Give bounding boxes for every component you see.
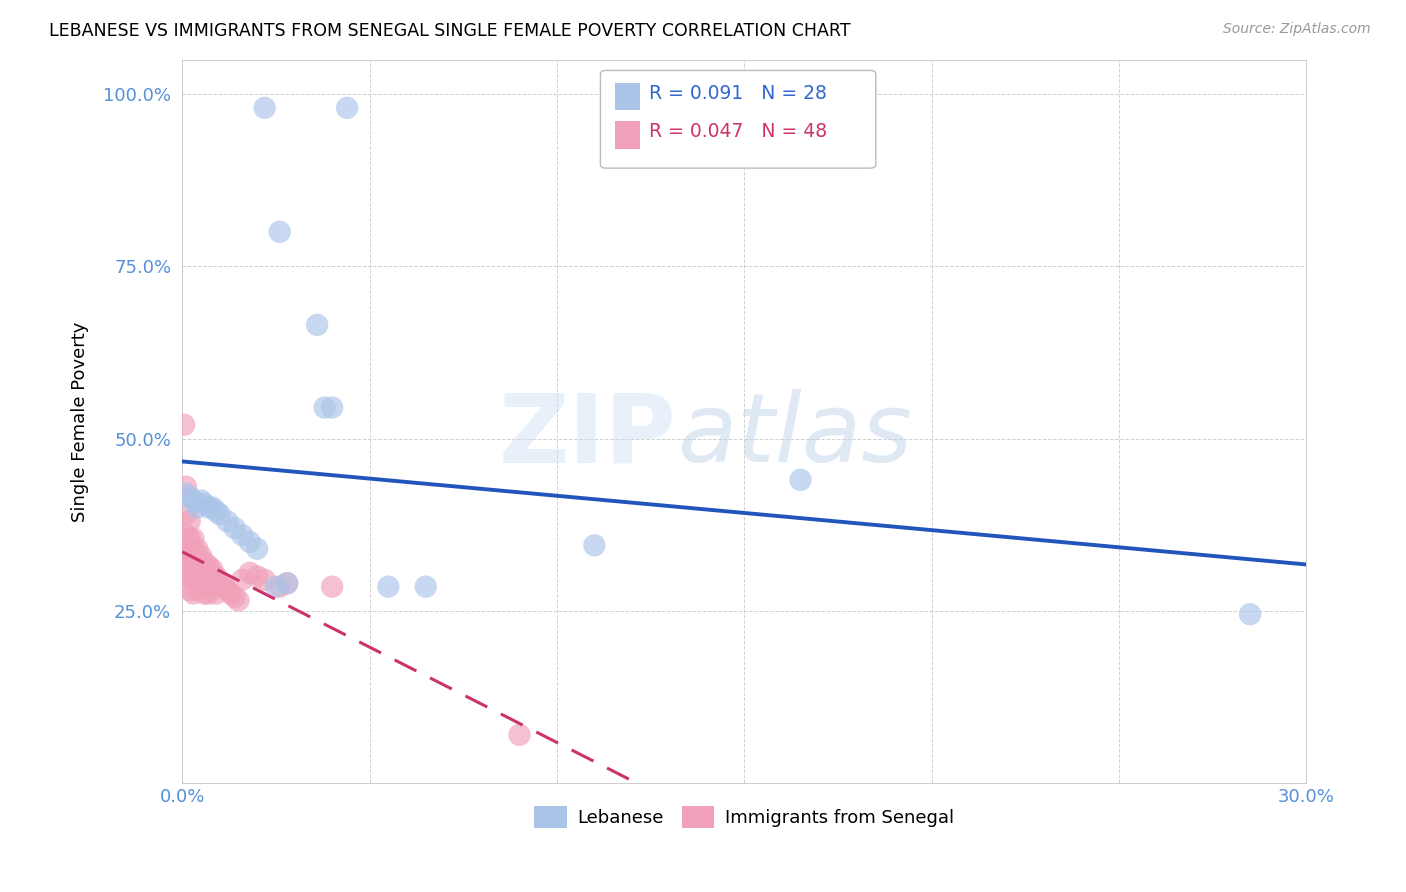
- Point: [179, 514, 201, 528]
- Point: [190, 562, 212, 576]
- Point: [183, 556, 205, 570]
- Point: [377, 580, 399, 594]
- Point: [205, 586, 228, 600]
- Point: [205, 569, 228, 583]
- Text: Source: ZipAtlas.com: Source: ZipAtlas.com: [1223, 22, 1371, 37]
- Point: [179, 541, 201, 556]
- Point: [224, 590, 246, 604]
- Point: [179, 583, 201, 598]
- Point: [194, 497, 217, 511]
- Y-axis label: Single Female Poverty: Single Female Poverty: [72, 321, 89, 522]
- Point: [179, 556, 201, 570]
- Point: [201, 500, 224, 515]
- Text: ZIP: ZIP: [499, 389, 676, 483]
- Point: [183, 586, 205, 600]
- Point: [174, 508, 197, 522]
- Point: [217, 514, 239, 528]
- FancyBboxPatch shape: [600, 70, 876, 168]
- Point: [321, 580, 343, 594]
- Text: R = 0.091   N = 28: R = 0.091 N = 28: [648, 84, 827, 103]
- Point: [179, 532, 201, 546]
- Text: atlas: atlas: [676, 389, 912, 483]
- Point: [508, 728, 530, 742]
- Point: [190, 493, 212, 508]
- Point: [194, 556, 217, 570]
- Point: [336, 101, 359, 115]
- Point: [174, 569, 197, 583]
- Point: [183, 569, 205, 583]
- Point: [186, 541, 208, 556]
- Point: [186, 583, 208, 598]
- Point: [183, 532, 205, 546]
- Point: [174, 486, 197, 500]
- Point: [194, 586, 217, 600]
- Point: [224, 521, 246, 535]
- Point: [197, 559, 219, 574]
- Point: [186, 500, 208, 515]
- Point: [239, 535, 262, 549]
- Point: [264, 580, 287, 594]
- Point: [174, 480, 197, 494]
- Point: [228, 593, 250, 607]
- Point: [183, 541, 205, 556]
- Point: [217, 583, 239, 598]
- Point: [197, 569, 219, 583]
- Point: [208, 508, 231, 522]
- Point: [190, 580, 212, 594]
- Point: [183, 493, 205, 508]
- Point: [253, 101, 276, 115]
- Point: [174, 549, 197, 563]
- Point: [179, 490, 201, 504]
- Point: [307, 318, 329, 332]
- Point: [239, 566, 262, 580]
- Bar: [614, 83, 640, 111]
- Point: [1239, 607, 1261, 622]
- Point: [269, 580, 291, 594]
- Point: [173, 417, 195, 432]
- Point: [205, 504, 228, 518]
- Point: [186, 556, 208, 570]
- Point: [321, 401, 343, 415]
- Point: [194, 569, 217, 583]
- Point: [197, 500, 219, 515]
- Point: [415, 580, 437, 594]
- Point: [208, 576, 231, 591]
- Point: [201, 580, 224, 594]
- Point: [276, 576, 298, 591]
- Point: [789, 473, 811, 487]
- Point: [314, 401, 336, 415]
- Point: [246, 541, 269, 556]
- Point: [201, 562, 224, 576]
- Point: [231, 573, 253, 587]
- Point: [179, 569, 201, 583]
- Legend: Lebanese, Immigrants from Senegal: Lebanese, Immigrants from Senegal: [527, 799, 962, 836]
- Point: [269, 225, 291, 239]
- Point: [231, 528, 253, 542]
- Point: [197, 586, 219, 600]
- Point: [174, 528, 197, 542]
- Point: [186, 569, 208, 583]
- Point: [276, 576, 298, 591]
- Point: [583, 538, 606, 552]
- Bar: [614, 121, 640, 149]
- Point: [219, 586, 242, 600]
- Text: LEBANESE VS IMMIGRANTS FROM SENEGAL SINGLE FEMALE POVERTY CORRELATION CHART: LEBANESE VS IMMIGRANTS FROM SENEGAL SING…: [49, 22, 851, 40]
- Point: [190, 549, 212, 563]
- Point: [253, 573, 276, 587]
- Text: R = 0.047   N = 48: R = 0.047 N = 48: [648, 122, 827, 142]
- Point: [246, 569, 269, 583]
- Point: [212, 580, 235, 594]
